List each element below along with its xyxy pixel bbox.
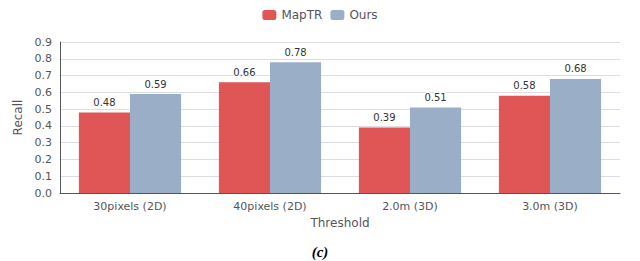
svg-text:0.66: 0.66 [233,67,255,78]
svg-text:0.8: 0.8 [35,52,53,65]
svg-text:2.0m (3D): 2.0m (3D) [382,200,438,213]
svg-text:3.0m (3D): 3.0m (3D) [522,200,578,213]
svg-text:0.6: 0.6 [35,86,53,99]
svg-text:(c): (c) [312,244,329,261]
svg-text:0.68: 0.68 [564,63,586,74]
svg-text:0.39: 0.39 [373,112,395,123]
svg-text:0.1: 0.1 [35,170,53,183]
svg-text:30pixels (2D): 30pixels (2D) [93,200,166,213]
svg-text:Recall: Recall [11,100,25,136]
svg-text:0.2: 0.2 [35,153,53,166]
svg-text:0.9: 0.9 [35,36,53,49]
svg-text:40pixels (2D): 40pixels (2D) [233,200,306,213]
svg-text:Ours: Ours [349,8,377,22]
svg-text:0.3: 0.3 [35,136,53,149]
svg-text:0.51: 0.51 [424,92,446,103]
svg-text:0.58: 0.58 [513,80,535,91]
svg-text:0.5: 0.5 [35,103,53,116]
svg-text:0.59: 0.59 [144,79,166,90]
svg-text:MapTR: MapTR [281,8,322,22]
svg-text:0.0: 0.0 [35,187,53,200]
svg-text:Threshold: Threshold [309,216,369,230]
svg-text:0.78: 0.78 [284,47,306,58]
svg-text:0.7: 0.7 [35,69,53,82]
svg-text:0.4: 0.4 [35,119,53,132]
svg-text:0.48: 0.48 [93,97,115,108]
